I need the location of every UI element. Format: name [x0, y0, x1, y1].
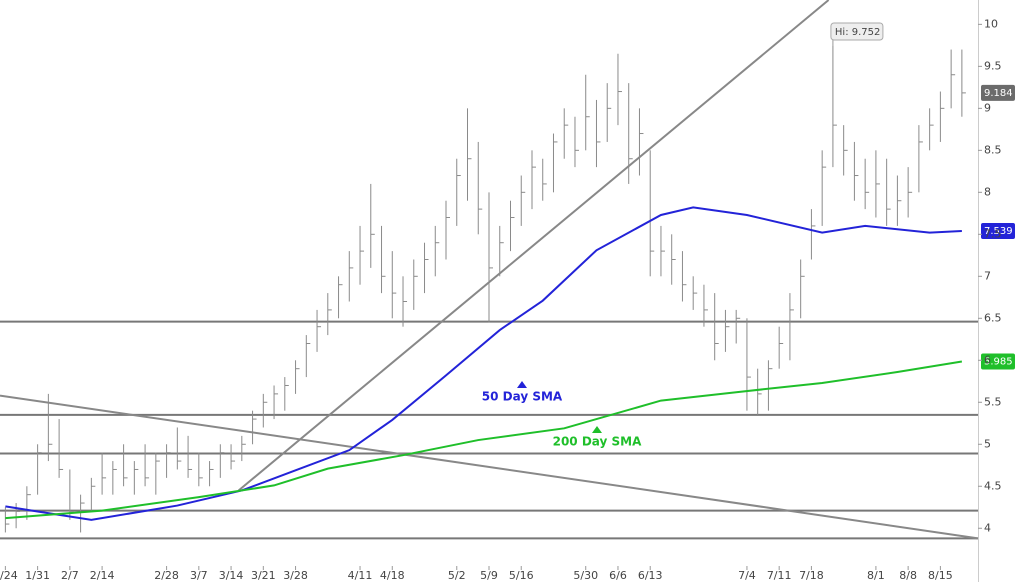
x-tick-label: 8/1	[867, 569, 885, 582]
legend-marker	[517, 381, 527, 388]
high-label: Hi: 9.752	[835, 27, 880, 38]
x-tick-label: 6/6	[609, 569, 627, 582]
x-tick-label: 2/14	[90, 569, 115, 582]
y-tick-label: 7.5	[984, 227, 1002, 240]
x-tick-label: 1/31	[25, 569, 50, 582]
last-close-box	[981, 84, 1015, 101]
y-tick-label: 8	[984, 185, 991, 198]
trend-line	[0, 394, 979, 540]
legend-label: 200 Day SMA	[553, 435, 643, 449]
y-tick-label: 9.5	[984, 59, 1002, 72]
y-tick-label: 6.5	[984, 311, 1002, 324]
y-tick-label: 8.5	[984, 143, 1002, 156]
sma-line	[5, 360, 963, 520]
x-tick-label: 7/4	[738, 569, 756, 582]
y-tick-label: 4	[984, 521, 991, 534]
trend-line	[237, 0, 830, 492]
x-tick-label: 7/11	[767, 569, 792, 582]
y-tick-label: 5	[984, 437, 991, 450]
legend-marker	[592, 426, 602, 433]
x-tick-label: 7/18	[799, 569, 824, 582]
x-tick-label: 5/9	[480, 569, 498, 582]
x-tick-label: 8/15	[928, 569, 953, 582]
y-tick-label: 6	[984, 353, 991, 366]
y-tick-label: 9	[984, 101, 991, 114]
sma-line	[5, 206, 962, 521]
x-tick-label: 2/7	[61, 569, 79, 582]
y-tick-label: 5.5	[984, 395, 1002, 408]
x-tick-label: 8/8	[899, 569, 917, 582]
last-value-label: 5.985	[984, 357, 1013, 368]
y-tick-label: 10	[984, 17, 998, 30]
x-tick-label: 3/21	[251, 569, 276, 582]
x-tick-label: 1/24	[0, 569, 18, 582]
x-tick-label: 5/30	[573, 569, 598, 582]
last-value-label: 7.539	[984, 226, 1013, 237]
last-value-box	[981, 223, 1015, 240]
x-tick-label: 6/13	[638, 569, 663, 582]
legend-label: 50 Day SMA	[482, 390, 563, 404]
y-tick-label: 4.5	[984, 479, 1002, 492]
x-tick-label: 3/7	[190, 569, 208, 582]
last-close-label: 9.184	[984, 88, 1013, 99]
last-value-box	[981, 353, 1015, 370]
y-tick-label: 7	[984, 269, 991, 282]
high-box	[830, 22, 884, 41]
x-tick-label: 4/11	[348, 569, 373, 582]
x-tick-label: 3/28	[283, 569, 308, 582]
x-tick-label: 2/28	[154, 569, 179, 582]
x-tick-label: 3/14	[219, 569, 244, 582]
x-tick-label: 5/16	[509, 569, 534, 582]
x-tick-label: 5/2	[448, 569, 466, 582]
x-tick-label: 4/18	[380, 569, 405, 582]
